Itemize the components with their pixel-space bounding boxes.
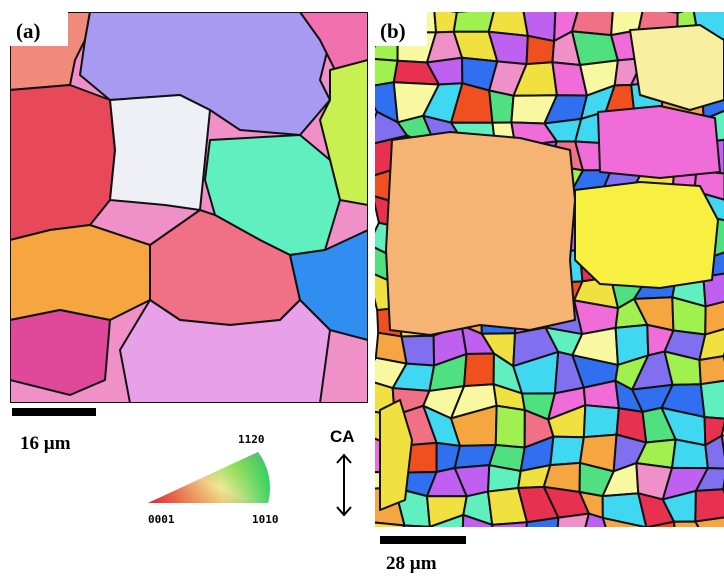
grain: [10, 310, 110, 395]
grain: [669, 545, 709, 578]
figure: (a) (b) 16 µm 28 µm 1120 0001 1010 CA: [0, 0, 724, 578]
grain: [572, 1, 614, 35]
grain: [609, 540, 640, 577]
grain: [454, 9, 495, 32]
figure-svg: (a) (b) 16 µm 28 µm 1120 0001 1010 CA: [0, 0, 724, 578]
scale-bar-label: 28 µm: [386, 553, 437, 574]
grain: [527, 36, 555, 64]
legend-label: 0001: [148, 513, 175, 526]
grain: [695, 516, 724, 555]
grain: [10, 225, 150, 320]
grain: [598, 106, 720, 178]
grain: [575, 182, 718, 288]
legend-label: 1010: [252, 513, 279, 526]
scale-bar: [380, 536, 466, 544]
grain: [462, 541, 493, 578]
grain: [492, 522, 527, 555]
scale-bar-label: 16 µm: [20, 433, 71, 454]
grain: [639, 540, 677, 577]
grain: [572, 543, 612, 577]
grain: [483, 541, 524, 574]
grain-map-a: [10, 12, 368, 403]
panel-label: (b): [380, 19, 406, 43]
grain: [524, 518, 559, 556]
grain: [630, 25, 724, 110]
grain: [550, 437, 584, 466]
double-arrow: [337, 455, 351, 515]
grain: [386, 132, 575, 335]
scale-bar: [12, 408, 96, 416]
panel-label: (a): [16, 19, 41, 43]
grain: [556, 514, 589, 551]
grain: [522, 551, 556, 574]
grain: [707, 545, 724, 578]
grain-map-b: [361, 1, 724, 578]
legend-label: 1120: [238, 433, 265, 446]
axis-label: CA: [330, 427, 355, 446]
grain: [701, 380, 724, 419]
grain: [464, 353, 494, 386]
grain: [547, 543, 581, 572]
grain: [489, 90, 513, 122]
grain: [695, 489, 724, 521]
grain: [699, 356, 724, 384]
grain: [672, 439, 708, 468]
grain: [584, 405, 619, 437]
ipf-legend-overlay: [148, 452, 270, 503]
grain: [496, 406, 525, 448]
grain: [110, 95, 210, 210]
grain: [402, 336, 435, 366]
